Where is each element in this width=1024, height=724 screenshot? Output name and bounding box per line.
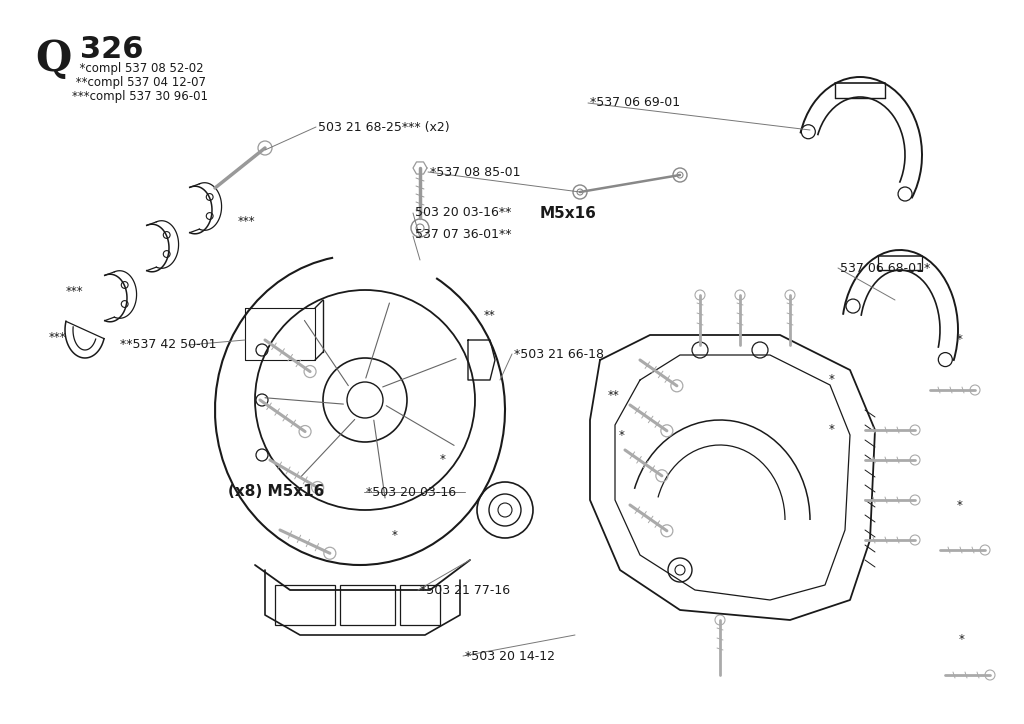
Text: M5x16: M5x16	[540, 206, 597, 221]
Text: *537 06 69-01: *537 06 69-01	[590, 96, 680, 109]
Text: *503 21 66-18: *503 21 66-18	[514, 348, 604, 361]
Text: *: *	[440, 453, 445, 466]
Text: **compl 537 04 12-07: **compl 537 04 12-07	[72, 76, 206, 89]
Text: 537 07 36-01**: 537 07 36-01**	[415, 229, 512, 242]
Text: *: *	[957, 334, 963, 347]
Text: ***: ***	[238, 216, 255, 229]
Text: ***: ***	[66, 285, 83, 298]
Text: *: *	[392, 529, 398, 542]
Bar	[340, 585, 395, 625]
Text: **: **	[484, 308, 496, 321]
Text: *: *	[620, 429, 625, 442]
Bar	[400, 585, 440, 625]
Text: *537 08 85-01: *537 08 85-01	[430, 166, 520, 179]
Text: (x8) M5x16: (x8) M5x16	[228, 484, 325, 500]
Bar	[275, 585, 335, 625]
Text: 537 06 68-01*: 537 06 68-01*	[840, 261, 930, 274]
Text: **537 42 50-01: **537 42 50-01	[120, 337, 216, 350]
Text: *: *	[957, 499, 963, 511]
Text: 503 21 68-25*** (x2): 503 21 68-25*** (x2)	[318, 120, 450, 133]
Text: *: *	[959, 634, 965, 647]
Text: Q: Q	[35, 38, 72, 80]
Text: *compl 537 08 52-02: *compl 537 08 52-02	[72, 62, 204, 75]
Text: *: *	[829, 374, 835, 387]
Text: *503 20 14-12: *503 20 14-12	[465, 649, 555, 662]
Text: **: **	[608, 389, 620, 402]
Text: *: *	[829, 424, 835, 437]
Text: ***: ***	[48, 330, 66, 343]
Text: ***compl 537 30 96-01: ***compl 537 30 96-01	[72, 90, 208, 103]
Text: *503 21 77-16: *503 21 77-16	[420, 584, 510, 597]
Text: 326: 326	[80, 35, 143, 64]
Text: 503 20 03-16**: 503 20 03-16**	[415, 206, 511, 219]
Text: *503 20 03-16: *503 20 03-16	[366, 486, 456, 499]
